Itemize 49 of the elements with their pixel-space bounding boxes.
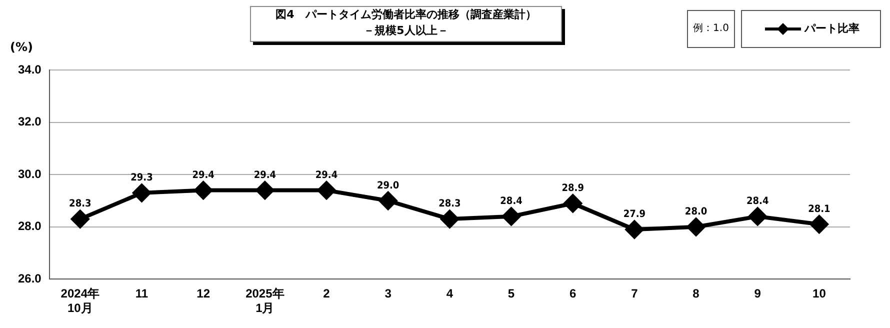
data-label: 27.9: [623, 209, 646, 220]
data-label: 28.9: [562, 182, 584, 194]
x-tick-label: 6: [570, 286, 577, 301]
point: [687, 218, 706, 236]
point: [318, 181, 336, 200]
point: [194, 181, 212, 200]
x-tick-label: 10: [812, 286, 826, 301]
data-label: 28.4: [500, 196, 522, 208]
point: [132, 184, 151, 202]
x-tick-label: 2024年 10月: [60, 286, 100, 316]
x-tick-label: 2025年 1月: [246, 286, 284, 316]
chart-title: 図4 パートタイム労働者比率の推移（調査産業計）: [274, 7, 538, 23]
data-label: 29.4: [254, 170, 276, 181]
point: [625, 220, 644, 239]
data-label: 29.3: [130, 172, 153, 184]
x-tick-label: 8: [692, 286, 700, 301]
x-tick-label: 3: [384, 286, 392, 301]
point: [748, 207, 767, 226]
point: [810, 215, 828, 234]
data-label: 28.1: [808, 204, 830, 215]
text: 例：1.0: [693, 23, 729, 34]
y-tick-label: 26.0: [18, 272, 42, 286]
legend-label: パート比率: [804, 21, 860, 37]
data-label: 29.4: [315, 170, 338, 181]
point: [256, 181, 274, 200]
chart-subtitle: －規模5人以上－: [362, 23, 450, 39]
data-label: 29.4: [192, 170, 214, 181]
x-tick-label: 5: [508, 286, 515, 301]
data-label: 29.0: [376, 180, 400, 192]
data-label: 28.3: [438, 198, 461, 210]
point: [502, 207, 520, 226]
x-tick-label: 7: [631, 286, 638, 301]
y-tick-label: 30.0: [18, 166, 42, 181]
data-label: 28.3: [69, 198, 92, 210]
x-tick-label: 2: [323, 286, 330, 301]
data-label: 28.0: [684, 206, 708, 218]
y-tick-label: 28.0: [18, 219, 42, 234]
y-axis-title: (%): [10, 40, 33, 54]
y-tick-label: 32.0: [18, 114, 42, 129]
point: [564, 194, 582, 212]
data-label: 28.4: [746, 196, 769, 208]
x-tick-label: 12: [196, 286, 210, 301]
point: [379, 192, 398, 210]
x-tick-label: 9: [754, 286, 762, 301]
x-tick-label: 11: [135, 286, 148, 301]
y-tick-label: 34.0: [18, 62, 42, 76]
point: [440, 210, 459, 228]
point: [71, 210, 90, 228]
x-tick-label: 4: [446, 286, 454, 301]
